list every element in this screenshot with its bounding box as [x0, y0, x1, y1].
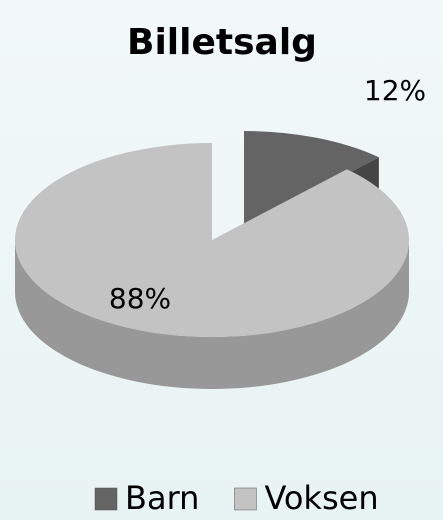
legend-swatch	[94, 487, 118, 511]
slice-side	[15, 240, 409, 389]
pie-slice	[14, 143, 409, 337]
slice-side-shade	[15, 240, 409, 389]
legend-swatch	[234, 487, 257, 511]
data-label: 88%	[109, 282, 171, 315]
legend-label: Voksen	[264, 479, 378, 517]
legend-label: Barn	[125, 479, 199, 517]
pie-slice	[244, 131, 379, 228]
data-label: 12%	[364, 74, 426, 107]
chart-title: Billetsalg	[127, 22, 317, 63]
